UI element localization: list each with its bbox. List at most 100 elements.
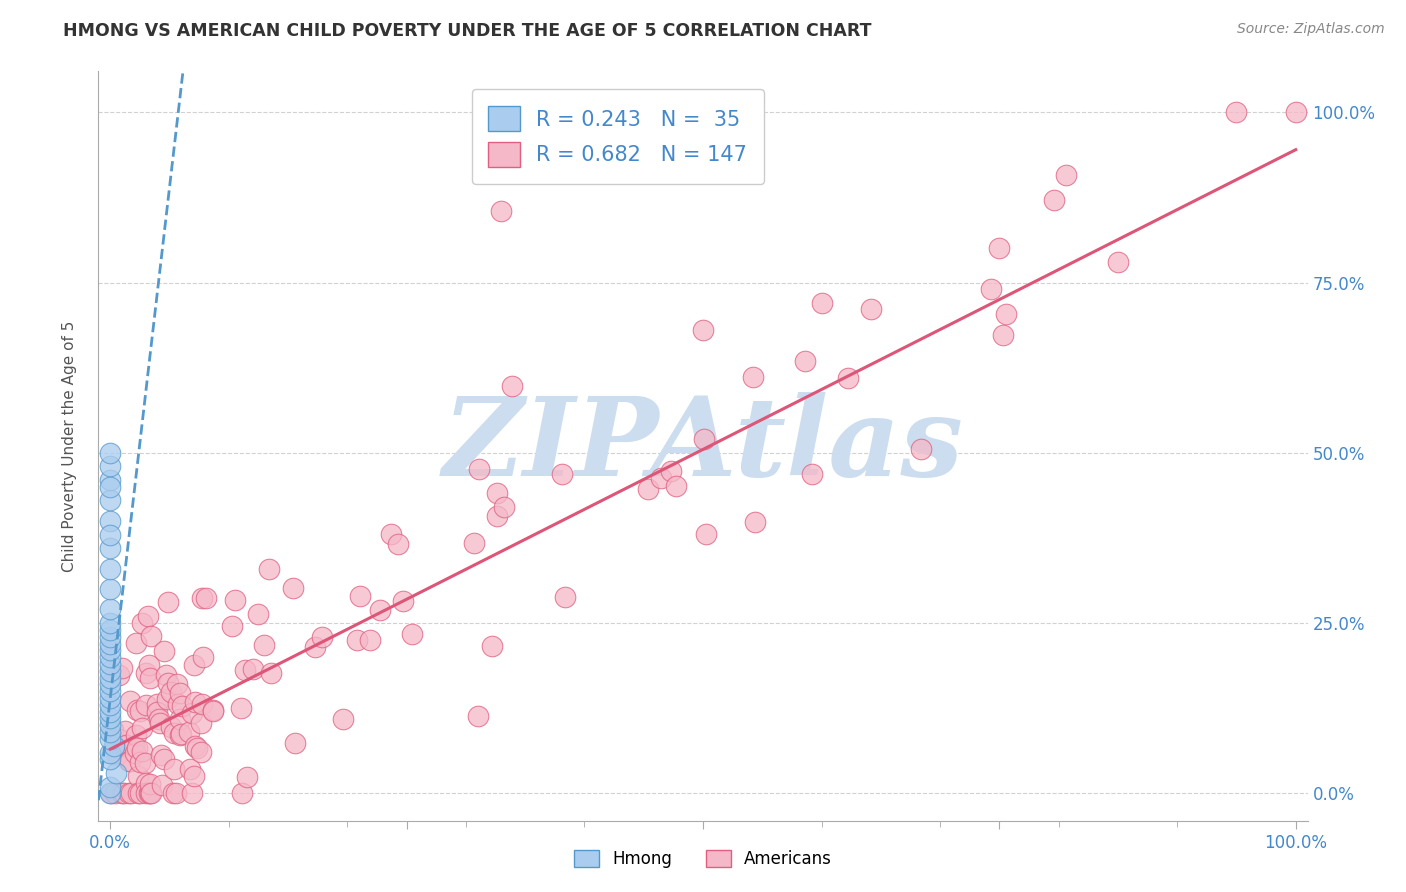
Point xyxy=(170,699,193,714)
Point xyxy=(98,705,121,719)
Point xyxy=(224,592,246,607)
Point xyxy=(120,754,142,768)
Point xyxy=(991,328,1014,343)
Point xyxy=(236,770,259,784)
Point xyxy=(744,515,766,529)
Point xyxy=(162,786,184,800)
Point xyxy=(995,307,1018,321)
Point xyxy=(98,473,121,487)
Point xyxy=(166,697,188,711)
Point xyxy=(150,747,173,762)
Point xyxy=(98,718,121,732)
Point xyxy=(486,509,509,524)
Point xyxy=(98,446,121,460)
Point xyxy=(98,582,121,596)
Point xyxy=(166,677,188,691)
Point xyxy=(186,741,208,756)
Point xyxy=(165,786,187,800)
Point xyxy=(810,296,832,310)
Point xyxy=(170,727,193,741)
Point xyxy=(98,480,121,494)
Point xyxy=(98,636,121,650)
Point xyxy=(231,786,253,800)
Point xyxy=(501,379,523,393)
Point xyxy=(665,479,688,493)
Point xyxy=(177,725,200,739)
Point xyxy=(127,741,149,756)
Point xyxy=(359,632,381,647)
Point xyxy=(98,514,121,528)
Point xyxy=(163,726,186,740)
Point xyxy=(180,706,202,721)
Point xyxy=(155,668,177,682)
Point xyxy=(135,665,157,680)
Point xyxy=(98,459,121,474)
Point xyxy=(491,204,513,219)
Point xyxy=(100,786,122,800)
Point xyxy=(108,667,131,681)
Point xyxy=(181,786,204,800)
Point xyxy=(201,705,224,719)
Point xyxy=(98,616,121,631)
Point xyxy=(1043,194,1066,208)
Point xyxy=(112,786,135,800)
Point xyxy=(98,650,121,665)
Point xyxy=(463,536,485,550)
Point xyxy=(191,649,214,664)
Point xyxy=(332,713,354,727)
Point xyxy=(191,591,214,605)
Text: HMONG VS AMERICAN CHILD POVERTY UNDER THE AGE OF 5 CORRELATION CHART: HMONG VS AMERICAN CHILD POVERTY UNDER TH… xyxy=(63,22,872,40)
Point xyxy=(169,712,191,726)
Point xyxy=(98,561,121,575)
Point xyxy=(201,703,224,717)
Point xyxy=(98,623,121,637)
Point xyxy=(980,282,1002,296)
Point xyxy=(134,756,156,770)
Point xyxy=(138,608,160,623)
Point xyxy=(135,698,157,713)
Point xyxy=(98,664,121,678)
Point xyxy=(801,467,824,482)
Point xyxy=(124,746,146,760)
Point xyxy=(837,371,859,385)
Point xyxy=(146,697,169,711)
Point xyxy=(131,615,153,630)
Point xyxy=(1107,255,1129,269)
Point xyxy=(139,629,162,643)
Point xyxy=(910,442,932,456)
Point xyxy=(103,739,125,753)
Point xyxy=(98,711,121,725)
Point xyxy=(125,728,148,742)
Point xyxy=(988,242,1011,256)
Y-axis label: Child Poverty Under the Age of 5: Child Poverty Under the Age of 5 xyxy=(62,320,77,572)
Point xyxy=(793,353,815,368)
Point xyxy=(105,748,128,763)
Point xyxy=(98,691,121,706)
Point xyxy=(692,323,714,337)
Point xyxy=(467,462,489,476)
Point xyxy=(149,716,172,731)
Point xyxy=(695,527,717,541)
Point xyxy=(169,686,191,700)
Point xyxy=(163,762,186,776)
Point xyxy=(107,736,129,750)
Point xyxy=(1225,105,1247,120)
Point xyxy=(190,745,212,759)
Point xyxy=(105,766,128,780)
Point xyxy=(281,581,304,595)
Point xyxy=(349,589,371,603)
Legend: R = 0.243   N =  35, R = 0.682   N = 147: R = 0.243 N = 35, R = 0.682 N = 147 xyxy=(471,89,763,184)
Point xyxy=(467,709,489,723)
Point xyxy=(380,527,402,541)
Legend: Hmong, Americans: Hmong, Americans xyxy=(568,843,838,875)
Point xyxy=(304,640,326,655)
Point xyxy=(152,778,174,792)
Point xyxy=(131,721,153,735)
Point xyxy=(554,590,576,604)
Text: Source: ZipAtlas.com: Source: ZipAtlas.com xyxy=(1237,22,1385,37)
Point xyxy=(485,486,508,500)
Point xyxy=(98,698,121,712)
Point xyxy=(231,701,253,715)
Point xyxy=(129,704,152,718)
Point xyxy=(111,786,134,800)
